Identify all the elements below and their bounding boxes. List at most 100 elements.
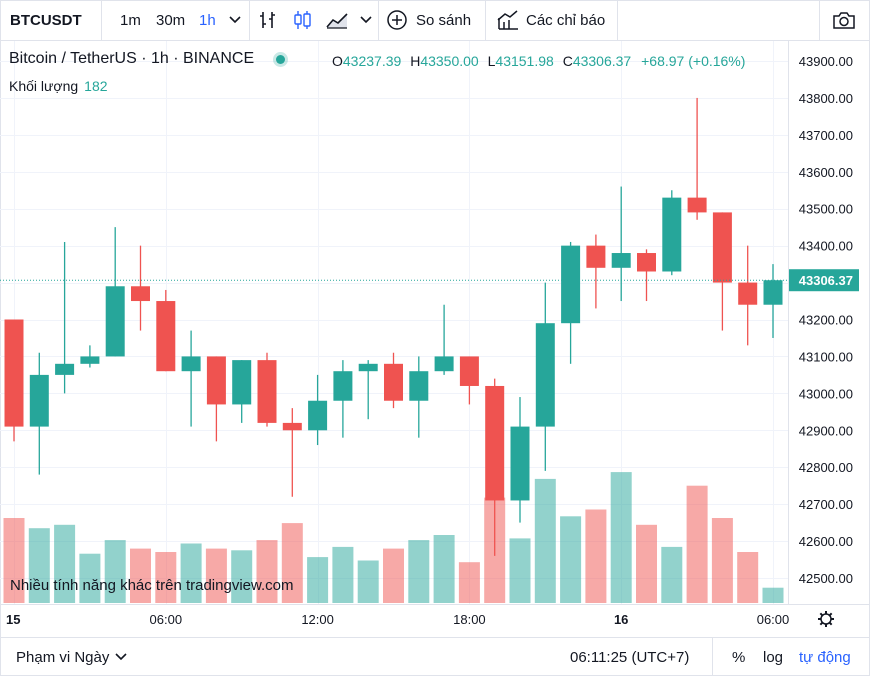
chart-style-dropdown[interactable]: [360, 0, 372, 40]
candle-body[interactable]: [29, 374, 49, 427]
candle-body[interactable]: [459, 356, 479, 386]
settings-gear-icon[interactable]: [818, 611, 834, 627]
time-axis-label: 18:00: [453, 612, 486, 627]
volume-bar: [737, 552, 759, 603]
candle-body[interactable]: [409, 371, 429, 401]
price-axis-label: 43900.00: [799, 54, 853, 69]
date-range-dropdown[interactable]: Phạm vi Ngày: [16, 638, 127, 676]
bars-icon: [260, 12, 275, 28]
volume-bar: [509, 538, 531, 603]
volume-bar: [686, 485, 708, 603]
compare-button[interactable]: So sánh: [386, 0, 471, 40]
candle-body[interactable]: [232, 360, 252, 405]
time-axis-label: 06:00: [757, 612, 790, 627]
price-axis-label: 43500.00: [799, 202, 853, 217]
candle-body[interactable]: [131, 286, 150, 302]
candle-body[interactable]: [55, 363, 75, 375]
volume-bar: [762, 587, 784, 603]
candle-body[interactable]: [434, 356, 454, 372]
candle-body[interactable]: [586, 245, 606, 268]
series-title[interactable]: Bitcoin / TetherUS · 1h · BINANCE: [9, 50, 255, 67]
candle-body[interactable]: [257, 360, 277, 423]
bars-style-button[interactable]: [258, 0, 278, 40]
last-price-badge: [789, 269, 859, 292]
price-chart[interactable]: 43900.00 43800.00 43700.00 43600.00 43500.00…: [0, 41, 870, 637]
price-axis-label: 43100.00: [799, 349, 853, 364]
candle-body[interactable]: [611, 253, 631, 268]
volume-bar: [458, 562, 480, 603]
timeframe-1h[interactable]: 1h: [199, 11, 216, 29]
clock-timezone[interactable]: 06:11:25 (UTC+7): [570, 648, 690, 666]
camera-icon: [833, 12, 855, 29]
chevron-down-icon: [115, 653, 127, 661]
volume-bar: [104, 540, 126, 603]
price-axis-label: 43000.00: [799, 386, 853, 401]
volume-bar: [661, 546, 683, 603]
candle-body[interactable]: [308, 400, 328, 431]
candle-body[interactable]: [358, 363, 378, 372]
candle-body[interactable]: [637, 253, 656, 272]
volume-bar: [231, 550, 253, 603]
watermark-link[interactable]: Nhiều tính năng khác trên tradingview.co…: [10, 577, 294, 594]
volume-bar: [357, 560, 379, 603]
volume-label: Khối lượng: [9, 78, 79, 94]
volume-bar: [560, 516, 582, 603]
price-axis-label: 43700.00: [799, 128, 853, 143]
area-chart-icon: [326, 13, 348, 29]
candle-body[interactable]: [80, 356, 100, 364]
divider: [249, 0, 250, 40]
candle-body[interactable]: [4, 319, 24, 427]
time-axis-label: 16: [614, 612, 628, 627]
plus-circle-icon: [387, 10, 407, 30]
volume-legend: Khối lượng 182: [9, 78, 108, 94]
volume-bar: [711, 518, 733, 603]
candle-body[interactable]: [712, 212, 732, 283]
divider: [378, 0, 379, 40]
candle-body[interactable]: [485, 385, 505, 501]
auto-scale-toggle[interactable]: tự động: [799, 648, 851, 666]
candle-body[interactable]: [333, 371, 353, 401]
candle-body[interactable]: [384, 363, 403, 401]
area-style-button[interactable]: [325, 0, 349, 40]
volume-bar: [205, 548, 227, 603]
timeframe-30m[interactable]: 30m: [156, 11, 186, 29]
volume-bar: [256, 540, 278, 603]
indicators-button[interactable]: Các chỉ báo: [496, 0, 605, 40]
timeframe-1m[interactable]: 1m: [120, 11, 141, 29]
top-toolbar: BTCUSDT 1m 30m 1h: [0, 0, 870, 41]
candles-style-button[interactable]: [293, 0, 313, 40]
snapshot-button[interactable]: [832, 0, 856, 40]
volume-bar: [155, 552, 177, 603]
log-scale-toggle[interactable]: log: [763, 648, 784, 666]
candle-body[interactable]: [510, 426, 530, 501]
price-axis-label: 42600.00: [799, 534, 853, 549]
divider: [485, 0, 486, 40]
open-value: 43237.39: [342, 53, 402, 69]
volume-bar: [610, 472, 632, 603]
volume-bar: [408, 540, 430, 603]
volume-bar: [585, 509, 607, 603]
candle-body[interactable]: [105, 286, 125, 357]
candle-body[interactable]: [687, 197, 707, 213]
candle-body[interactable]: [662, 197, 682, 272]
candle-body[interactable]: [535, 323, 555, 427]
last-price-label: 43306.37: [799, 273, 853, 288]
candle-body[interactable]: [181, 356, 201, 372]
candle-body[interactable]: [206, 356, 226, 405]
candle-body[interactable]: [561, 245, 581, 324]
candle-body[interactable]: [763, 280, 783, 305]
candle-body[interactable]: [738, 282, 758, 305]
candles-icon: [294, 11, 311, 29]
volume-bar: [534, 478, 556, 603]
candle-body[interactable]: [156, 301, 176, 372]
time-axis-label: 12:00: [301, 612, 334, 627]
volume-bar: [383, 548, 404, 603]
price-axis-label: 42900.00: [799, 423, 853, 438]
high-value: 43350.00: [420, 53, 479, 69]
ohlc-values: O43237.39 H43350.00 L43151.98 C43306.37 …: [332, 53, 746, 69]
candle-body[interactable]: [282, 422, 302, 431]
symbol-search[interactable]: BTCUSDT: [10, 11, 82, 29]
price-axis-label: 43600.00: [799, 165, 853, 180]
timeframe-dropdown[interactable]: [229, 0, 241, 40]
percent-scale-toggle[interactable]: %: [732, 648, 746, 666]
